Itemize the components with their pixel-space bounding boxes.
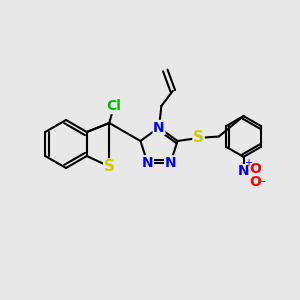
Text: +: + bbox=[244, 158, 252, 168]
Text: N: N bbox=[238, 164, 249, 178]
Text: N: N bbox=[165, 156, 176, 170]
Text: S: S bbox=[193, 130, 204, 146]
Text: N: N bbox=[153, 121, 165, 134]
Text: S: S bbox=[104, 159, 115, 174]
Text: N: N bbox=[142, 156, 153, 170]
Text: O: O bbox=[249, 162, 261, 176]
Text: Cl: Cl bbox=[106, 100, 121, 113]
Text: −: − bbox=[257, 177, 266, 187]
Text: O: O bbox=[249, 175, 261, 189]
